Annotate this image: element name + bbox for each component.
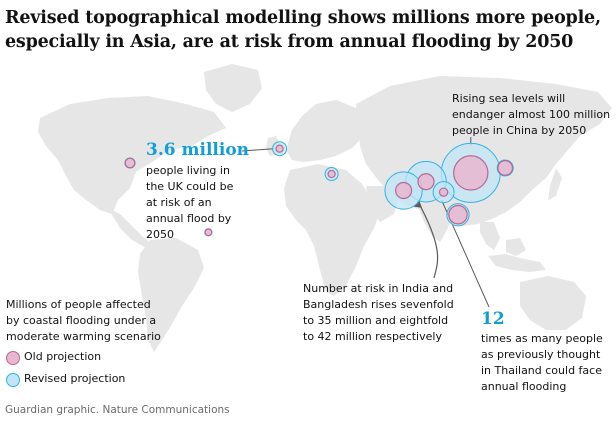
- uk-annotation-line: at risk of an: [146, 196, 212, 209]
- legend-label-old: Old projection: [24, 350, 102, 363]
- legend-label-revised: Revised projection: [24, 372, 126, 385]
- central-america-landmass: [108, 208, 152, 248]
- china-annotation-text: Rising sea levels will endanger almost 1…: [452, 91, 610, 139]
- india-leader-arrow: [417, 201, 439, 279]
- bubble-old-brazil: [204, 228, 213, 237]
- greenland-landmass: [204, 64, 262, 112]
- europe-landmass: [286, 100, 368, 162]
- legend-title-line: moderate warming scenario: [6, 330, 161, 343]
- india-arrowhead: [414, 199, 422, 208]
- legend-title: Millions of people affected by coastal f…: [6, 297, 161, 345]
- bubble-old-japan: [497, 160, 514, 176]
- china-annotation-line: endanger almost 100 million: [452, 108, 611, 121]
- bubble-layer: [124, 141, 514, 237]
- legend-swatch-revised: [6, 373, 20, 387]
- indochina-landmass: [480, 222, 500, 250]
- china-annotation-line: Rising sea levels will: [452, 92, 566, 105]
- bubble-old-egypt: [327, 169, 336, 179]
- india-annotation-line: Bangladesh rises sevenfold: [303, 298, 454, 311]
- africa-landmass: [284, 164, 380, 296]
- chart-headline: Revised topographical modelling shows mi…: [5, 8, 601, 52]
- india-annotation-text: Number at risk in India and Bangladesh r…: [303, 281, 454, 345]
- borneo-landmass: [506, 238, 526, 256]
- uk-annotation-line: people living in: [146, 164, 230, 177]
- uk-annotation-text: people living in the UK could be at risk…: [146, 163, 233, 243]
- australia-landmass: [520, 276, 586, 330]
- bubble-old-indonesia: [448, 204, 468, 225]
- bubble-old-uk: [275, 144, 284, 153]
- bubble-old-india: [395, 181, 413, 200]
- thailand-annotation-line: as previously thought: [481, 348, 601, 361]
- thailand-annotation-line: in Thailand could face: [481, 364, 602, 377]
- bubble-old-thailand: [438, 187, 449, 197]
- india-annotation-line: to 42 million respectively: [303, 330, 442, 343]
- india-annotation-line: Number at risk in India and: [303, 282, 454, 295]
- thailand-annotation-text: times as many people as previously thoug…: [481, 331, 603, 395]
- uk-figure: 3.6 million: [146, 140, 250, 160]
- china-annotation-line: people in China by 2050: [452, 124, 587, 137]
- bubble-old-usa: [124, 157, 136, 169]
- legend-title-line: by coastal flooding under a: [6, 314, 157, 327]
- bubble-old-bangladesh: [417, 173, 435, 191]
- thailand-annotation-line: annual flooding: [481, 380, 567, 393]
- thailand-annotation-line: times as many people: [481, 332, 603, 345]
- india-landmass: [418, 204, 454, 242]
- legend-swatch-old: [6, 351, 20, 365]
- north-america-landmass: [38, 96, 226, 214]
- legend-title-line: Millions of people affected: [6, 298, 151, 311]
- uk-leader-line: [241, 148, 274, 152]
- bubble-old-china: [453, 155, 489, 191]
- indonesia-landmass: [488, 254, 546, 272]
- japan-landmass: [548, 168, 562, 200]
- uk-annotation-line: the UK could be: [146, 180, 234, 193]
- india-annotation-line: to 35 million and eightfold: [303, 314, 449, 327]
- source-credit: Guardian graphic. Nature Communications: [5, 404, 230, 416]
- uk-annotation-line: 2050: [146, 228, 174, 241]
- south-america-landmass: [138, 238, 204, 352]
- uk-annotation-line: annual flood by: [146, 212, 232, 225]
- thailand-figure: 12: [481, 309, 505, 329]
